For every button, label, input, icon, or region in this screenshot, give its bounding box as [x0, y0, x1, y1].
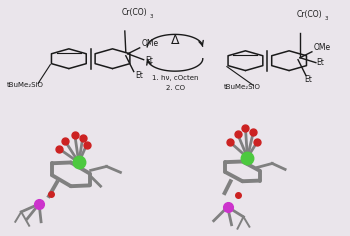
- Text: 3: 3: [325, 16, 328, 21]
- Text: Δ: Δ: [171, 34, 179, 47]
- Text: Cr(CO): Cr(CO): [297, 10, 323, 19]
- Text: 2. CO: 2. CO: [166, 85, 184, 91]
- Text: Cr(CO): Cr(CO): [122, 8, 148, 17]
- Text: Et: Et: [304, 75, 312, 84]
- Text: 1. hν, cOcten: 1. hν, cOcten: [152, 76, 198, 81]
- Text: OMe: OMe: [314, 43, 331, 52]
- Text: Et: Et: [146, 56, 154, 65]
- Text: Et: Et: [316, 58, 324, 67]
- Text: 3: 3: [149, 14, 153, 19]
- Text: tBuMe₂SiO: tBuMe₂SiO: [6, 82, 43, 88]
- Text: OMe: OMe: [142, 39, 159, 48]
- Text: tBuMe₂SiO: tBuMe₂SiO: [224, 84, 260, 90]
- Text: Et: Et: [136, 71, 144, 80]
